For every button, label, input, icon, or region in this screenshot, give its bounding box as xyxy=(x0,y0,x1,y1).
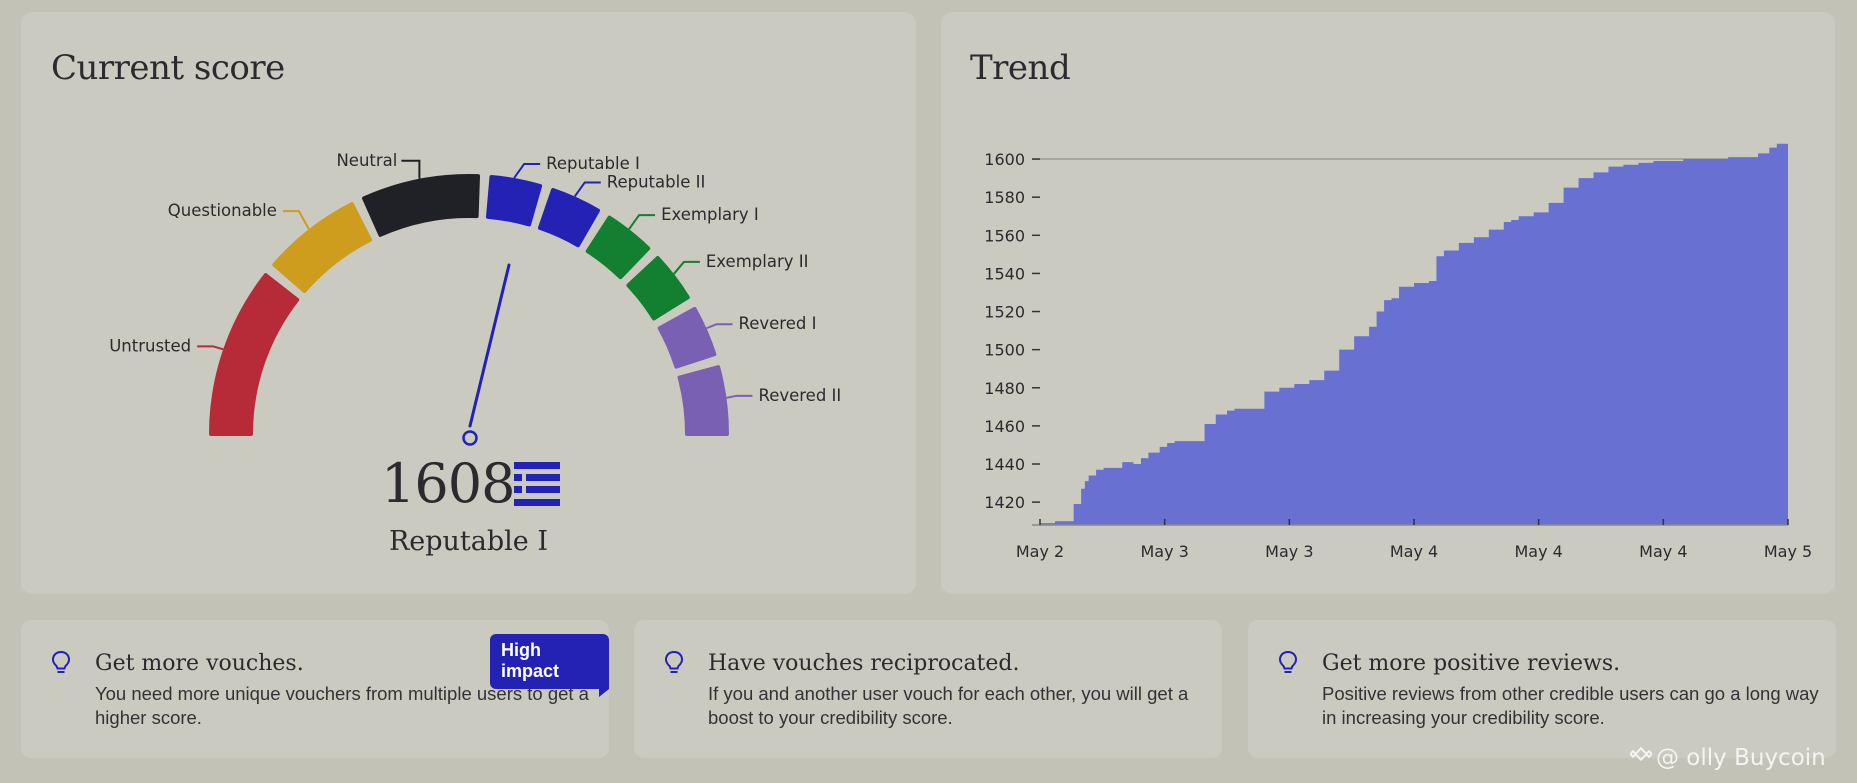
tip-description: You need more unique vouchers from multi… xyxy=(95,683,589,728)
lightbulb-icon xyxy=(1278,650,1298,673)
y-tick-label: 1500 xyxy=(984,341,1025,360)
gauge-needle xyxy=(468,263,511,428)
gauge-label: Revered II xyxy=(758,386,841,405)
gauge-segment-untrusted xyxy=(209,273,300,436)
trend-chart: 1420 1440 1460 1480 1500 1520 1540 1560 1580 1600… xyxy=(984,143,1812,561)
score-level: Reputable I xyxy=(388,526,549,557)
binance-logo-icon xyxy=(1630,746,1652,762)
gauge-leader-line xyxy=(673,260,700,275)
gauge-segment-exemplary-i xyxy=(585,215,651,280)
current-score-card: Current score Untrusted Questionable Neutr… xyxy=(21,12,916,594)
gauge-label: Untrusted xyxy=(109,336,191,355)
gauge-label: Revered I xyxy=(739,314,817,333)
watermark-text: @ olly Buycoin xyxy=(1656,745,1826,771)
gauge-leader-line xyxy=(706,323,733,330)
gauge-label: Questionable xyxy=(168,201,277,220)
tip-title: Have vouches reciprocated. xyxy=(708,651,1020,676)
gauge-leader-line xyxy=(628,214,656,230)
trend-title: Trend xyxy=(970,48,1071,88)
lightbulb-icon xyxy=(51,650,71,673)
trend-area xyxy=(1040,143,1788,525)
y-tick-label: 1600 xyxy=(984,150,1025,169)
gauge-label: Exemplary II xyxy=(706,252,809,271)
x-tick-label: May 5 xyxy=(1764,542,1812,561)
tip-title: Get more vouches. xyxy=(95,651,304,676)
y-tick-label: 1520 xyxy=(984,303,1025,322)
score-value: 1608 xyxy=(381,452,515,515)
y-tick-label: 1440 xyxy=(984,455,1025,474)
gauge-leader-line xyxy=(401,159,421,179)
current-score-title: Current score xyxy=(51,48,285,88)
tip-title: Get more positive reviews. xyxy=(1322,651,1621,676)
gauge-leader-line xyxy=(197,345,224,351)
watermark: @ olly Buycoin xyxy=(1630,743,1826,771)
gauge-label: Neutral xyxy=(336,151,397,170)
gauge-segment-exemplary-ii xyxy=(626,256,690,321)
gauge-leader-line xyxy=(573,181,601,198)
gauge-segment-reputable-i xyxy=(486,174,543,227)
gauge-label: Exemplary I xyxy=(661,205,759,224)
x-tick-label: May 2 xyxy=(1016,542,1064,561)
tip-card-vouches: Get more vouches. You need more unique v… xyxy=(21,620,609,758)
gauge-segment-reputable-ii xyxy=(537,188,600,248)
y-tick-label: 1540 xyxy=(984,264,1025,283)
x-tick-label: May 3 xyxy=(1265,542,1313,561)
tip-description: Positive reviews from other credible use… xyxy=(1322,683,1819,728)
lightbulb-icon xyxy=(664,650,684,673)
gauge-needle-pivot xyxy=(462,430,478,446)
y-tick-label: 1480 xyxy=(984,379,1025,398)
y-tick-label: 1460 xyxy=(984,417,1025,436)
gauge-segment-neutral xyxy=(362,174,481,237)
gauge-segment-revered-ii xyxy=(677,365,729,436)
ethos-logo-icon xyxy=(514,462,560,506)
x-tick-label: May 4 xyxy=(1390,542,1438,561)
y-tick-label: 1560 xyxy=(984,226,1025,245)
gauge-leader-line xyxy=(513,162,541,179)
tip-card-reciprocated: Have vouches reciprocated. If you and an… xyxy=(634,620,1222,758)
gauge-segment-revered-i xyxy=(657,306,717,369)
x-tick-label: May 4 xyxy=(1514,542,1562,561)
y-tick-label: 1420 xyxy=(984,493,1025,512)
gauge-leader-line xyxy=(282,210,310,230)
y-tick-label: 1580 xyxy=(984,188,1025,207)
gauge-segment-questionable xyxy=(272,202,373,293)
x-tick-label: May 4 xyxy=(1639,542,1687,561)
high-impact-badge: High impact xyxy=(490,634,609,697)
gauge-label: Reputable I xyxy=(546,154,640,173)
gauge-label: Reputable II xyxy=(607,172,706,191)
trend-card: Trend 1420 1440 1460 1480 1500 1520 1540 1560 15… xyxy=(941,12,1835,594)
tip-card-reviews: Get more positive reviews. Positive revi… xyxy=(1248,620,1836,758)
tip-description: If you and another user vouch for each o… xyxy=(708,683,1189,728)
x-tick-label: May 3 xyxy=(1140,542,1188,561)
gauge-leader-line xyxy=(726,394,753,399)
